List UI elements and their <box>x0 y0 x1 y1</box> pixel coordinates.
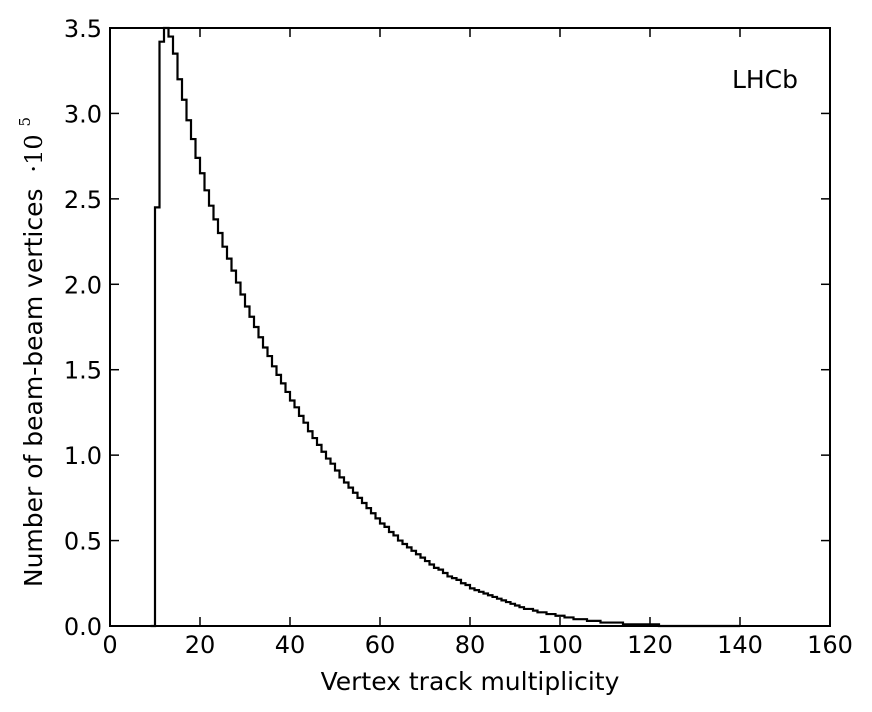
y-tick-label: 2.0 <box>64 271 102 299</box>
ticks-layer <box>109 27 831 627</box>
y-tick-label: 3.5 <box>64 15 102 43</box>
y-tick-label: 0.0 <box>64 613 102 641</box>
x-tick-label: 60 <box>365 631 396 659</box>
x-tick-label: 120 <box>627 631 673 659</box>
y-axis-title-group: Number of beam-beam vertices ·10 5 <box>16 117 48 587</box>
y-tick-label: 1.5 <box>64 357 102 385</box>
x-tick-label: 140 <box>717 631 763 659</box>
x-tick-label: 0 <box>102 631 117 659</box>
y-multiplier-base: ·10 <box>20 134 48 172</box>
tick-labels-layer: 0 20 40 60 80 100 120 140 160 0.0 0.5 1.0 1.5 2.0 2.5 3… <box>64 15 853 659</box>
y-tick-label: 3.0 <box>64 100 102 128</box>
x-axis-title: Vertex track multiplicity <box>321 667 620 696</box>
x-tick-label: 80 <box>455 631 486 659</box>
x-tick-label: 20 <box>185 631 216 659</box>
y-multiplier-exponent: 5 <box>16 117 34 127</box>
lhcb-label: LHCb <box>732 65 798 94</box>
y-tick-label: 1.0 <box>64 442 102 470</box>
y-axis-title-text: Number of beam-beam vertices <box>19 189 48 588</box>
y-tick-label: 0.5 <box>64 528 102 556</box>
plot-frame <box>109 27 831 627</box>
y-axis-title: Number of beam-beam vertices ·10 5 <box>16 117 48 587</box>
x-tick-label: 160 <box>807 631 853 659</box>
x-tick-label: 40 <box>275 631 306 659</box>
x-tick-label: 100 <box>537 631 583 659</box>
y-tick-label: 2.5 <box>64 186 102 214</box>
histogram-step-line <box>150 26 740 628</box>
